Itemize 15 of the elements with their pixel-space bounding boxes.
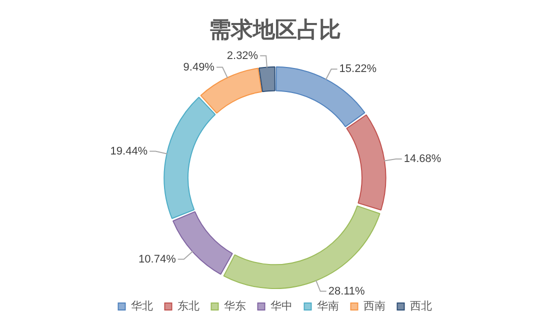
legend-label: 西北 [410,299,432,312]
data-label: 15.22% [339,63,377,76]
legend-label: 华南 [316,299,339,312]
data-label: 9.49% [183,61,215,74]
legend-label: 东北 [177,299,200,312]
chart-title: 需求地区占比 [209,16,341,42]
legend-label: 西南 [363,299,386,312]
legend-label: 华北 [130,299,153,312]
data-label: 14.68% [404,153,442,166]
legend-label: 华东 [224,299,246,312]
legend-label: 华中 [270,299,292,312]
data-label: 10.74% [138,253,176,266]
data-label: 19.44% [110,145,148,158]
data-label: 2.32% [226,50,258,62]
data-label: 28.11% [328,285,366,298]
